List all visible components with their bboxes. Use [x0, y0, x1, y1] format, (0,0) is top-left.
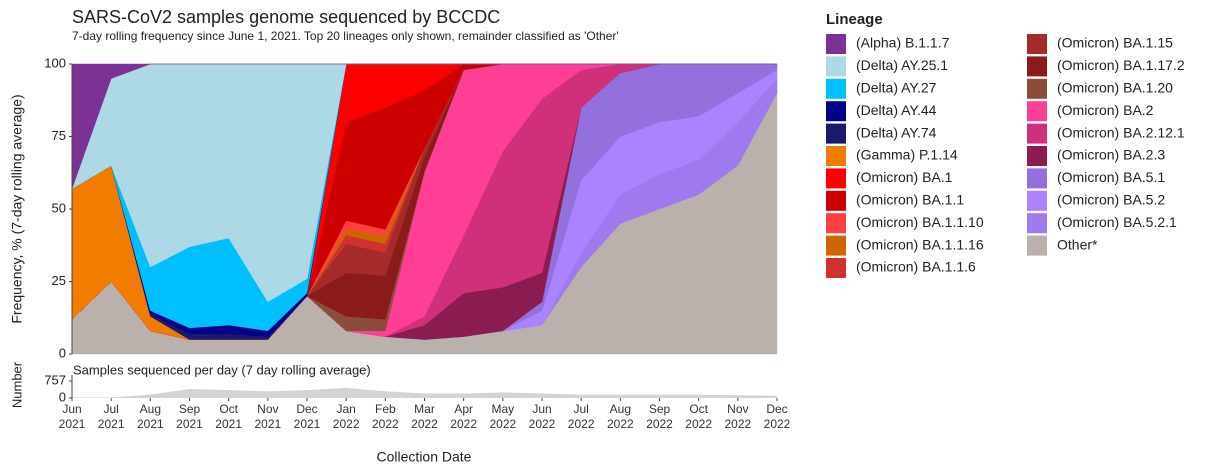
legend-label: (Delta) AY.25.1	[856, 57, 948, 73]
legend-label: (Omicron) BA.1.1	[856, 192, 964, 208]
y-axis-label: Number	[9, 361, 24, 408]
legend-swatch	[826, 78, 846, 99]
legend-label: (Delta) AY.27	[856, 80, 937, 96]
legend-swatch	[826, 190, 846, 211]
legend-swatch	[826, 101, 846, 122]
legend-label: (Omicron) BA.2.12.1	[1057, 124, 1185, 140]
area	[72, 387, 777, 398]
x-tick-label: Dec 2022	[763, 402, 791, 431]
legend-swatch	[826, 56, 846, 77]
x-tick-label: Apr 2022	[450, 402, 477, 431]
chart-subtitle: 7-day rolling frequency since June 1, 20…	[72, 29, 619, 43]
y-tick-label: 0	[59, 389, 66, 404]
panel-title: Samples sequenced per day (7 day rolling…	[73, 362, 371, 377]
legend-swatch	[1027, 146, 1047, 166]
legend-label: (Omicron) BA.1.15	[1057, 35, 1173, 51]
y-tick-label: 0	[59, 345, 66, 360]
x-tick-label: Oct 2022	[685, 402, 712, 431]
legend-swatch	[826, 123, 846, 144]
x-tick-label: Nov 2021	[254, 402, 282, 431]
legend-swatch	[1027, 56, 1047, 77]
legend-swatch	[826, 258, 846, 278]
legend-label: (Omicron) BA.5.2.1	[1057, 214, 1177, 230]
x-tick-label: Jun 2022	[528, 402, 556, 431]
x-axis-label: Collection Date	[377, 449, 472, 465]
x-tick-label: Jun 2021	[58, 402, 86, 431]
legend-swatch	[1027, 78, 1047, 99]
legend-swatch	[1027, 34, 1047, 54]
legend-swatch	[1027, 101, 1047, 122]
legend-label: (Omicron) BA.1.1.16	[856, 236, 984, 252]
legend-label: (Omicron) BA.1.20	[1057, 80, 1173, 96]
x-tick-label: Sep 2021	[176, 402, 203, 431]
x-tick-label: Dec 2021	[293, 402, 321, 431]
legend-label: (Alpha) B.1.1.7	[856, 35, 950, 51]
legend-label: (Gamma) P.1.14	[856, 147, 958, 163]
x-tick-label: Nov 2022	[724, 402, 752, 431]
x-tick-label: Jul 2022	[567, 402, 595, 431]
x-tick-label: Jul 2021	[97, 402, 125, 431]
y-tick-label: 757	[44, 372, 66, 387]
chart-title: SARS-CoV2 samples genome sequenced by BC…	[72, 7, 500, 27]
y-axis-label: Frequency, % (7-day rolling average)	[9, 94, 25, 323]
area	[71, 63, 777, 189]
y-tick-label: 100	[44, 55, 66, 70]
x-tick-label: Aug 2022	[606, 402, 634, 431]
x-tick-label: Feb 2022	[371, 402, 399, 431]
legend-swatch	[1027, 123, 1047, 144]
legend-title: Lineage	[826, 11, 883, 28]
y-tick-label: 50	[52, 200, 66, 215]
legend-label: (Delta) AY.44	[856, 102, 937, 118]
x-tick-label: Aug 2021	[136, 402, 164, 431]
legend-label: (Omicron) BA.5.1	[1057, 169, 1165, 185]
legend-swatch	[1027, 235, 1047, 256]
legend-swatch	[1027, 168, 1047, 189]
legend-label: Other*	[1057, 236, 1098, 252]
legend-swatch	[1027, 190, 1047, 211]
legend-label: (Omicron) BA.1.1.6	[856, 259, 976, 275]
legend-swatch	[826, 235, 846, 256]
x-tick-label: Jan 2022	[332, 402, 360, 431]
legend-label: (Omicron) BA.1.1.10	[856, 214, 984, 230]
y-tick-label: 75	[52, 128, 66, 143]
legend-label: (Omicron) BA.1.17.2	[1057, 57, 1185, 73]
y-tick-label: 25	[52, 273, 66, 288]
legend-label: (Omicron) BA.5.2	[1057, 192, 1165, 208]
legend-swatch	[1027, 213, 1047, 234]
legend-label: (Omicron) BA.1	[856, 169, 953, 185]
x-tick-label: Sep 2022	[646, 402, 673, 431]
legend-swatch	[826, 168, 846, 189]
legend-label: (Omicron) BA.2.3	[1057, 147, 1165, 163]
legend-label: (Delta) AY.74	[856, 124, 937, 140]
x-tick-label: May 2022	[489, 402, 517, 431]
legend-label: (Omicron) BA.2	[1057, 102, 1154, 118]
legend-swatch	[826, 34, 846, 54]
x-tick-label: Oct 2021	[215, 402, 242, 431]
x-tick-label: Mar 2022	[411, 402, 438, 431]
legend-swatch	[826, 213, 846, 234]
legend-swatch	[826, 146, 846, 166]
